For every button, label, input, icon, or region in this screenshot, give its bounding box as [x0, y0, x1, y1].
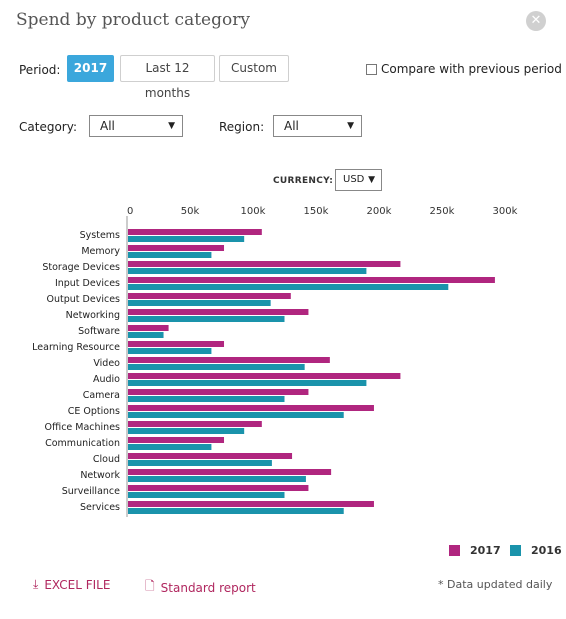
- region-select-value: All: [284, 119, 299, 133]
- bar-2016-video[interactable]: [128, 364, 305, 370]
- legend-swatch-2017: [449, 545, 460, 556]
- bar-2016-surveillance[interactable]: [128, 492, 285, 498]
- category-label: Learning Resource: [32, 342, 120, 353]
- period-2017-button[interactable]: 2017: [67, 55, 114, 82]
- bar-2017-systems[interactable]: [128, 229, 262, 235]
- category-label: Office Machines: [45, 422, 121, 433]
- category-label: Communication: [45, 438, 120, 449]
- category-label: Input Devices: [55, 278, 120, 289]
- bar-2017-ce-options[interactable]: [128, 405, 374, 411]
- bar-2017-learning-resource[interactable]: [128, 341, 225, 347]
- category-select[interactable]: All ▼: [89, 115, 183, 137]
- legend-2017: 2017: [449, 544, 501, 557]
- bar-2017-services[interactable]: [128, 501, 374, 507]
- bar-2017-input-devices[interactable]: [128, 277, 495, 283]
- currency-select-value: USD: [343, 174, 365, 185]
- bar-2017-audio[interactable]: [128, 373, 401, 379]
- bar-2016-services[interactable]: [128, 508, 344, 514]
- x-tick-label: 300k: [493, 206, 518, 217]
- bar-2016-systems[interactable]: [128, 236, 245, 242]
- region-select[interactable]: All ▼: [273, 115, 362, 137]
- legend-swatch-2016: [510, 545, 521, 556]
- category-label: Cloud: [93, 454, 120, 465]
- period-label: Period:: [19, 63, 61, 77]
- bar-2016-camera[interactable]: [128, 396, 285, 402]
- x-tick-label: 150k: [304, 206, 329, 217]
- bar-2017-camera[interactable]: [128, 389, 309, 395]
- excel-file-link[interactable]: ⤓ EXCEL FILE: [33, 577, 110, 592]
- bar-2016-office-machines[interactable]: [128, 428, 245, 434]
- region-label: Region:: [219, 120, 265, 134]
- document-icon: 🗋: [145, 579, 155, 593]
- category-label: Networking: [66, 310, 120, 321]
- close-icon[interactable]: ✕: [526, 11, 546, 31]
- category-label: Storage Devices: [42, 262, 120, 273]
- currency-select[interactable]: USD ▼: [335, 169, 382, 191]
- bar-2016-software[interactable]: [128, 332, 164, 338]
- category-label: Software: [78, 326, 120, 337]
- chevron-down-icon: ▼: [168, 121, 175, 131]
- category-label: Category:: [19, 120, 77, 134]
- bar-2016-memory[interactable]: [128, 252, 212, 258]
- x-tick-label: 250k: [430, 206, 455, 217]
- download-icon: ⤓: [33, 577, 39, 591]
- legend-label-2017: 2017: [470, 544, 501, 557]
- x-tick-label: 50k: [181, 206, 200, 217]
- chevron-down-icon: ▼: [347, 121, 354, 131]
- bar-2017-output-devices[interactable]: [128, 293, 291, 299]
- bar-2017-cloud[interactable]: [128, 453, 293, 459]
- bar-2017-networking[interactable]: [128, 309, 309, 315]
- category-label: Services: [80, 502, 120, 513]
- standard-report-link[interactable]: 🗋 Standard report: [145, 577, 256, 598]
- standard-report-label: Standard report: [160, 580, 256, 595]
- spend-bar-chart: 0 50k 100k 150k 200k 250k 300k Systems Memory Sto…: [32, 206, 518, 517]
- category-select-value: All: [100, 119, 115, 133]
- category-label: Audio: [93, 374, 120, 385]
- legend-label-2016: 2016: [531, 544, 562, 557]
- bar-2017-communication[interactable]: [128, 437, 225, 443]
- bar-2016-output-devices[interactable]: [128, 300, 271, 306]
- bar-2016-ce-options[interactable]: [128, 412, 344, 418]
- compare-label: Compare with previous period: [381, 62, 562, 76]
- checkbox-box[interactable]: [366, 63, 377, 75]
- bar-2016-storage-devices[interactable]: [128, 268, 367, 274]
- category-label: Video: [93, 358, 120, 369]
- bar-2017-storage-devices[interactable]: [128, 261, 401, 267]
- bar-2017-network[interactable]: [128, 469, 332, 475]
- excel-file-label: EXCEL FILE: [44, 577, 111, 592]
- bar-2016-input-devices[interactable]: [128, 284, 449, 290]
- compare-previous-period-checkbox[interactable]: Compare with previous period: [366, 62, 562, 76]
- x-tick-label: 100k: [241, 206, 266, 217]
- bar-2017-office-machines[interactable]: [128, 421, 262, 427]
- bar-2017-video[interactable]: [128, 357, 330, 363]
- chevron-down-icon: ▼: [368, 175, 375, 185]
- legend-2016: 2016: [510, 544, 562, 557]
- period-custom-button[interactable]: Custom: [219, 55, 289, 82]
- bar-2017-memory[interactable]: [128, 245, 225, 251]
- x-tick-label: 0: [127, 206, 133, 217]
- category-label: Output Devices: [47, 294, 121, 305]
- bar-2016-communication[interactable]: [128, 444, 212, 450]
- bar-2017-software[interactable]: [128, 325, 169, 331]
- currency-label: CURRENCY:: [273, 176, 334, 186]
- period-last-12-months-button[interactable]: Last 12 months: [120, 55, 215, 100]
- category-label: Network: [80, 470, 120, 481]
- bar-2017-surveillance[interactable]: [128, 485, 309, 491]
- data-updated-note: * Data updated daily: [438, 578, 553, 591]
- bar-2016-network[interactable]: [128, 476, 306, 482]
- category-label: Memory: [81, 246, 120, 257]
- category-label: Surveillance: [62, 486, 120, 497]
- bar-2016-audio[interactable]: [128, 380, 367, 386]
- bar-2016-networking[interactable]: [128, 316, 285, 322]
- category-label: CE Options: [68, 406, 120, 417]
- x-tick-label: 200k: [367, 206, 392, 217]
- bar-2016-learning-resource[interactable]: [128, 348, 212, 354]
- bar-2016-cloud[interactable]: [128, 460, 272, 466]
- category-label: Camera: [83, 390, 120, 401]
- category-label: Systems: [80, 230, 120, 241]
- page-title: Spend by product category: [16, 10, 250, 30]
